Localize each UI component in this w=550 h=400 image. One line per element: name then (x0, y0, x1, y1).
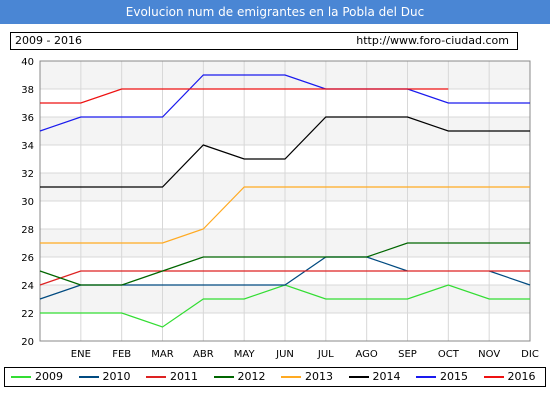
y-tick-label: 36 (21, 113, 34, 124)
chart-title: Evolucion num de emigrantes en la Pobla … (0, 0, 550, 24)
series-line-2015 (39, 74, 530, 132)
legend: 2009 2010 2011 2012 2013 2014 2015 2016 (4, 367, 546, 387)
period-label: 2009 - 2016 (15, 34, 82, 47)
x-tick-label: JUL (317, 349, 334, 360)
x-tick-label: ENE (71, 349, 91, 360)
y-tick-label: 22 (21, 309, 34, 320)
legend-swatch (483, 376, 504, 378)
y-tick-label: 40 (21, 57, 34, 68)
legend-swatch (11, 376, 31, 378)
x-tick-label: MAY (234, 349, 256, 360)
legend-label: 2010 (102, 370, 131, 383)
y-tick-label: 20 (21, 337, 34, 348)
legend-swatch (348, 376, 369, 378)
legend-swatch (281, 376, 301, 378)
y-tick-label: 34 (21, 141, 34, 152)
legend-label: 2013 (305, 370, 333, 383)
series-line-2014 (40, 116, 530, 188)
x-tick-label: OCT (438, 349, 460, 360)
x-tick-label: SEP (398, 349, 417, 360)
legend-item-2010: 2010 (73, 368, 141, 386)
y-tick-label: 38 (21, 85, 34, 96)
legend-swatch (78, 376, 99, 378)
x-tick-label: MAR (151, 349, 173, 360)
legend-item-2014: 2014 (343, 368, 411, 386)
x-tick-label: ABR (193, 349, 214, 360)
legend-item-2009: 2009 (5, 368, 73, 386)
series-line-2013 (40, 186, 530, 244)
legend-swatch (146, 376, 166, 378)
legend-item-2013: 2013 (275, 368, 343, 386)
legend-swatch (416, 376, 436, 378)
y-tick-label: 32 (21, 169, 34, 180)
series-line-2016 (40, 88, 449, 104)
x-tick-label: AGO (356, 349, 378, 360)
site-url: http://www.foro-ciudad.com (356, 34, 509, 47)
x-tick-label: NOV (478, 349, 500, 360)
y-tick-label: 24 (21, 281, 34, 292)
y-tick-label: 28 (21, 225, 34, 236)
legend-item-2012: 2012 (208, 368, 276, 386)
y-tick-label: 30 (21, 197, 34, 208)
legend-swatch (213, 376, 234, 378)
plot-frame (39, 60, 531, 342)
legend-label: 2016 (507, 370, 536, 383)
series-line-2012 (39, 242, 530, 286)
legend-label: 2009 (35, 370, 63, 383)
series-line-2011 (39, 270, 530, 286)
legend-label: 2011 (170, 370, 198, 383)
x-tick-label: FEB (112, 349, 131, 360)
legend-item-2016: 2016 (478, 368, 546, 386)
info-bar: 2009 - 2016 http://www.foro-ciudad.com (10, 32, 518, 50)
legend-label: 2015 (440, 370, 468, 383)
x-tick-label: DIC (521, 349, 539, 360)
legend-label: 2012 (237, 370, 266, 383)
y-tick-label: 26 (21, 253, 34, 264)
x-tick-label: JUN (275, 349, 294, 360)
legend-label: 2014 (372, 370, 401, 383)
legend-item-2015: 2015 (410, 368, 478, 386)
legend-item-2011: 2011 (140, 368, 208, 386)
